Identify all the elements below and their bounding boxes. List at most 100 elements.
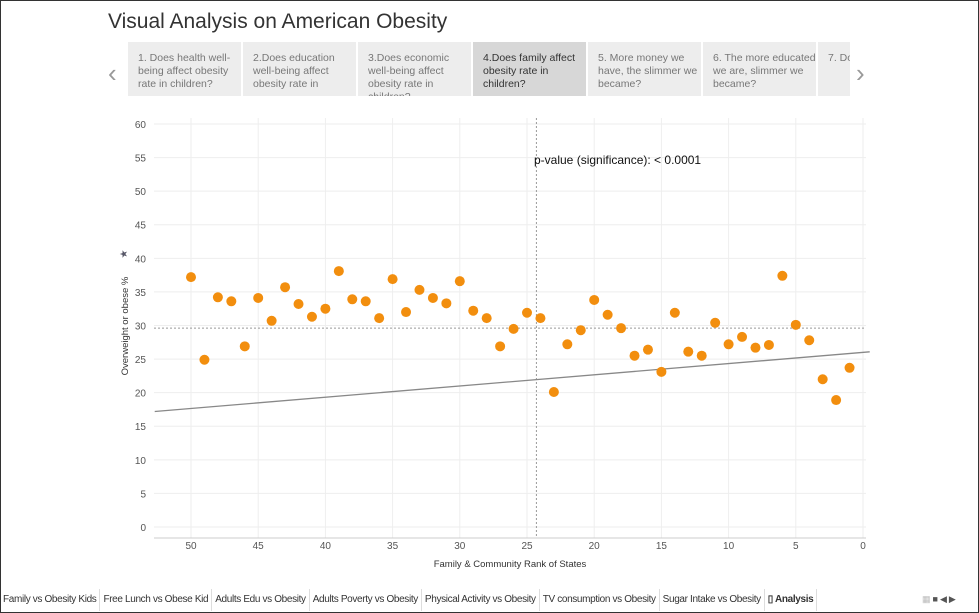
y-tick-label: 20 [135,389,147,400]
sheet-tab[interactable]: Physical Activity vs Obesity [422,589,540,611]
data-point [844,362,855,373]
data-point [374,313,385,324]
data-point [642,344,653,355]
data-point [777,270,788,281]
page-title: Visual Analysis on American Obesity [108,10,448,33]
sheet-tab-label: Family vs Obesity Kids [3,594,97,605]
y-tick-label: 15 [135,422,147,433]
story-caption-5[interactable]: 5. More money we have, the slimmer we be… [588,42,701,96]
data-point [683,346,694,357]
y-tick-label: 50 [135,187,147,198]
data-point [831,395,842,406]
story-caption-7[interactable]: 7. Does progr [818,42,850,96]
data-point [669,307,680,318]
data-point [790,319,801,330]
sheet-tab[interactable]: Adults Edu vs Obesity [212,589,310,611]
x-tick-label: 25 [521,541,533,552]
grid-view-icon[interactable]: ▦ [922,594,931,604]
y-tick-label: 45 [135,221,147,232]
data-point [696,350,707,361]
story-caption-1[interactable]: 1. Does health well-being affect obesity… [128,42,241,96]
data-point [293,298,304,309]
data-point [347,294,358,305]
data-point [763,339,774,350]
story-caption-bar: 1. Does health well-being affect obesity… [128,42,850,96]
view-controls: ▦ ■ ◀ ▶ [922,594,956,605]
data-point [306,311,317,322]
data-point [468,305,479,316]
x-tick-label: 15 [656,541,668,552]
prev-sheet-icon[interactable]: ◀ [939,594,947,604]
sheet-tab[interactable]: Sugar Intake vs Obesity [660,589,765,611]
data-point [723,339,734,350]
data-point [602,309,613,320]
filmstrip-view-icon[interactable]: ■ [932,594,938,604]
data-point [441,298,452,309]
data-point [616,323,627,334]
next-sheet-icon[interactable]: ▶ [948,594,956,604]
y-tick-label: 60 [135,120,147,131]
sheet-tab[interactable]: ▯ Analysis [765,589,818,611]
sheet-tab[interactable]: Free Lunch vs Obese Kid [100,589,213,611]
x-tick-label: 40 [320,541,332,552]
data-point [454,276,465,287]
prev-caption-arrow-icon[interactable]: ‹ [108,58,117,88]
data-point [535,313,546,324]
data-point [226,296,237,307]
data-point [562,339,573,350]
sheet-tab-label: Physical Activity vs Obesity [424,594,536,605]
data-point [548,386,559,397]
sheet-tab[interactable]: Adults Poverty vs Obesity [310,589,422,611]
y-tick-label: 10 [135,456,147,467]
data-point [239,341,250,352]
data-point [589,294,600,305]
data-point [495,341,506,352]
x-tick-label: 30 [454,541,466,552]
data-point [710,317,721,328]
sheet-tab-label: Sugar Intake vs Obesity [662,594,761,605]
p-value-annotation: p-value (significance): < 0.0001 [534,153,701,167]
sheet-tab-label: TV consumption vs Obesity [542,594,656,605]
story-caption-4[interactable]: 4.Does family affect obesity rate in chi… [473,42,586,96]
x-tick-label: 45 [253,541,265,552]
x-tick-label: 50 [185,541,197,552]
y-tick-label: 5 [140,489,146,500]
data-point [320,303,331,314]
y-tick-label: 35 [135,288,147,299]
sheet-tab[interactable]: TV consumption vs Obesity [540,589,660,611]
data-point [186,272,196,283]
story-caption-2[interactable]: 2.Does education well-being affect obesi… [243,42,356,96]
next-caption-arrow-icon[interactable]: › [856,58,865,88]
data-point [266,315,277,326]
trend-line [154,351,870,413]
y-tick-label: 0 [140,523,146,534]
y-tick-label: 25 [135,355,147,366]
story-caption-6[interactable]: 6. The more educated we are, slimmer we … [703,42,816,96]
data-point [212,292,223,303]
x-tick-label: 10 [723,541,735,552]
y-axis-title: Overweight or obese % [120,276,131,375]
sheet-tab[interactable]: Family vs Obesity Kids [0,589,101,611]
y-tick-label: 30 [135,321,147,332]
data-point [401,307,412,318]
x-tick-label: 5 [793,541,799,552]
sheet-tab-label: Analysis [775,594,814,605]
data-point [360,296,371,307]
data-point [481,313,492,324]
data-point [804,335,815,346]
data-point [280,282,291,293]
data-point [629,350,640,361]
data-point [575,325,586,336]
sheet-tabs: Family vs Obesity Kids Free Lunch vs Obes… [0,589,818,611]
data-point [508,323,519,334]
data-point [817,374,828,385]
y-tick-label: 40 [135,254,147,265]
data-point [199,354,210,365]
data-point [750,342,761,353]
data-point [427,292,438,303]
story-caption-3[interactable]: 3.Does economic well-being affect obesit… [358,42,471,96]
x-axis-title: Family & Community Rank of States [434,559,587,570]
story-icon: ▯ [767,594,776,605]
pin-icon: ★ [119,249,130,258]
